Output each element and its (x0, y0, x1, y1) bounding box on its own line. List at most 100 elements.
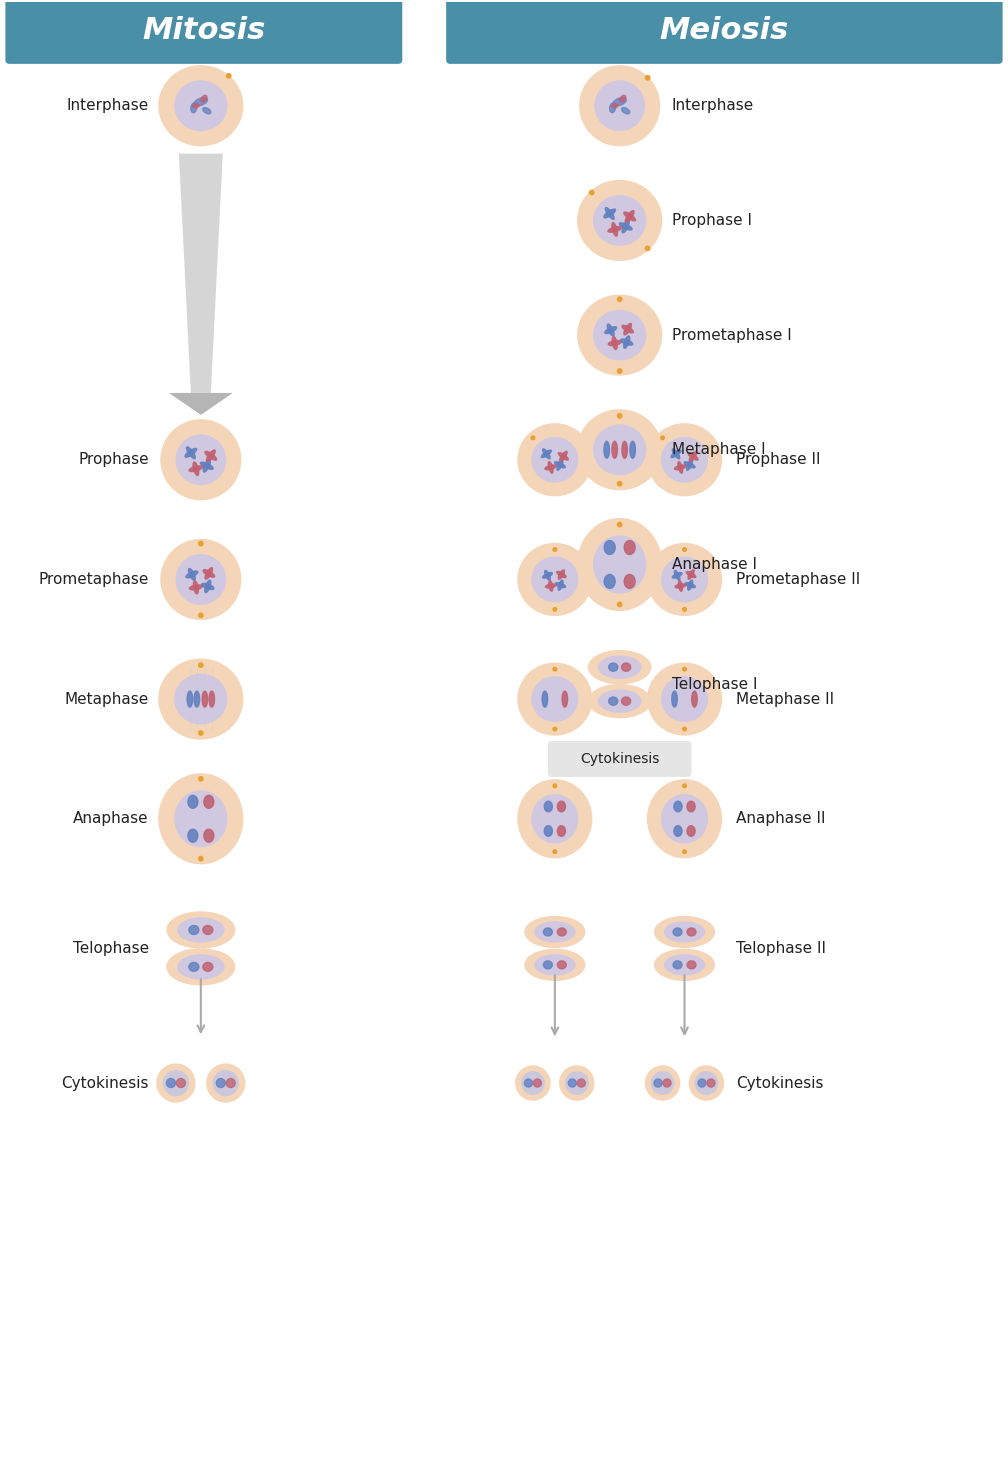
Ellipse shape (518, 663, 592, 734)
Ellipse shape (688, 452, 698, 460)
Ellipse shape (647, 544, 722, 616)
Ellipse shape (689, 451, 697, 461)
Ellipse shape (622, 325, 633, 333)
Ellipse shape (654, 1080, 662, 1087)
Ellipse shape (624, 541, 635, 554)
Ellipse shape (651, 1072, 673, 1094)
Ellipse shape (557, 826, 565, 836)
Ellipse shape (609, 663, 618, 671)
Ellipse shape (516, 1066, 550, 1100)
Ellipse shape (193, 461, 199, 476)
Ellipse shape (594, 536, 646, 593)
Ellipse shape (604, 209, 616, 217)
Ellipse shape (191, 103, 197, 113)
Text: Interphase: Interphase (671, 98, 754, 113)
Circle shape (199, 613, 203, 617)
Ellipse shape (687, 826, 696, 836)
Ellipse shape (205, 580, 211, 592)
Ellipse shape (630, 441, 635, 458)
Ellipse shape (678, 580, 682, 591)
Ellipse shape (624, 574, 635, 589)
Polygon shape (178, 154, 223, 392)
Ellipse shape (194, 582, 199, 593)
Ellipse shape (195, 690, 200, 707)
Ellipse shape (187, 829, 198, 842)
Ellipse shape (201, 95, 207, 103)
Circle shape (199, 730, 203, 734)
Ellipse shape (557, 928, 566, 936)
Ellipse shape (645, 1066, 679, 1100)
Ellipse shape (698, 1080, 706, 1087)
Circle shape (199, 777, 203, 782)
Circle shape (227, 73, 231, 78)
Text: Prometaphase I: Prometaphase I (671, 328, 791, 342)
Ellipse shape (204, 460, 211, 472)
Ellipse shape (533, 1080, 541, 1087)
Ellipse shape (687, 801, 696, 812)
Ellipse shape (578, 519, 661, 610)
Ellipse shape (159, 660, 243, 739)
Ellipse shape (689, 1066, 724, 1100)
FancyBboxPatch shape (548, 740, 691, 777)
Ellipse shape (157, 1064, 195, 1102)
Ellipse shape (176, 555, 226, 604)
FancyBboxPatch shape (5, 0, 402, 63)
Ellipse shape (543, 961, 552, 970)
Ellipse shape (535, 923, 575, 942)
Ellipse shape (647, 780, 722, 858)
Ellipse shape (622, 663, 631, 671)
Ellipse shape (625, 210, 634, 222)
Ellipse shape (522, 1072, 544, 1094)
Ellipse shape (203, 925, 213, 934)
Ellipse shape (654, 917, 715, 948)
Circle shape (618, 602, 622, 607)
Ellipse shape (589, 685, 651, 718)
Ellipse shape (518, 780, 592, 858)
Ellipse shape (664, 923, 705, 942)
Ellipse shape (661, 677, 708, 721)
Text: Cytokinesis: Cytokinesis (737, 1075, 824, 1090)
Ellipse shape (187, 690, 193, 707)
Text: Telophase II: Telophase II (737, 942, 827, 956)
Ellipse shape (622, 107, 630, 113)
Ellipse shape (622, 220, 629, 232)
Ellipse shape (647, 425, 722, 495)
Ellipse shape (608, 341, 621, 345)
Circle shape (682, 851, 686, 853)
Ellipse shape (185, 571, 198, 577)
Ellipse shape (543, 928, 552, 936)
Ellipse shape (610, 103, 616, 113)
Ellipse shape (674, 570, 680, 580)
Ellipse shape (613, 98, 626, 106)
Ellipse shape (664, 955, 705, 975)
Ellipse shape (166, 1078, 175, 1087)
Ellipse shape (185, 448, 197, 457)
FancyBboxPatch shape (447, 0, 1003, 63)
Ellipse shape (661, 795, 708, 843)
Ellipse shape (525, 917, 585, 948)
Ellipse shape (159, 66, 243, 145)
Text: Metaphase II: Metaphase II (737, 692, 835, 707)
Ellipse shape (589, 651, 651, 683)
Ellipse shape (542, 450, 550, 458)
Text: Cytokinesis: Cytokinesis (580, 752, 659, 765)
Ellipse shape (612, 441, 618, 458)
Circle shape (553, 548, 556, 551)
Ellipse shape (186, 447, 196, 458)
Ellipse shape (707, 1080, 715, 1087)
Ellipse shape (673, 928, 682, 936)
Circle shape (553, 727, 556, 730)
Text: Prophase: Prophase (79, 452, 149, 467)
Ellipse shape (578, 410, 661, 489)
Ellipse shape (558, 452, 569, 460)
Ellipse shape (674, 801, 682, 812)
Ellipse shape (605, 207, 614, 219)
Ellipse shape (556, 571, 566, 577)
Circle shape (645, 247, 650, 251)
Ellipse shape (559, 451, 568, 461)
Ellipse shape (159, 774, 243, 864)
Ellipse shape (595, 81, 644, 131)
Ellipse shape (176, 435, 226, 485)
Circle shape (553, 851, 556, 853)
Ellipse shape (195, 98, 208, 106)
